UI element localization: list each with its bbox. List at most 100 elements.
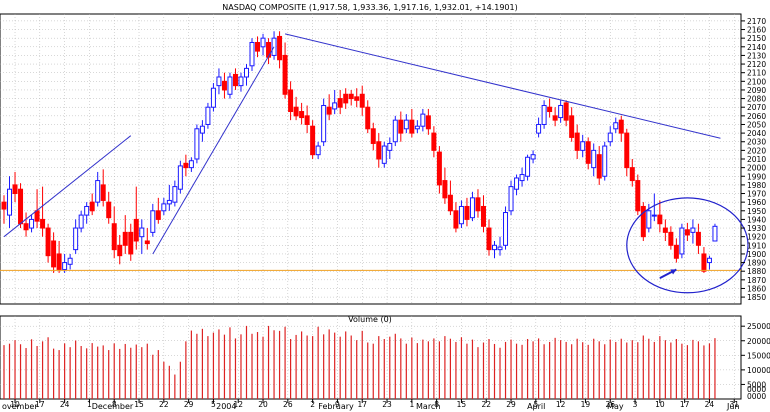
price-y-tick-label: 2000: [747, 164, 766, 173]
x-tick-label: 5: [211, 400, 216, 409]
price-grid: [0, 13, 742, 305]
candle-body: [607, 132, 613, 143]
price-y-tick-label: 2140: [747, 43, 766, 52]
x-month-label: March: [416, 402, 440, 411]
candle-body: [249, 41, 255, 67]
candle-body: [321, 104, 327, 143]
candle-body: [651, 214, 657, 217]
candle-body: [536, 123, 542, 134]
candle-body: [304, 115, 310, 125]
x-month-label: Jun: [726, 402, 740, 411]
x-tick-label: 26: [283, 400, 293, 409]
candle-body: [629, 167, 635, 182]
volume-frame: [0, 315, 742, 400]
x-tick-label: 1: [409, 400, 414, 409]
candle-body: [370, 128, 376, 144]
candle-body: [199, 125, 205, 134]
candle-body: [387, 142, 393, 151]
candle-body: [453, 210, 459, 229]
volume-y-tick-label: 0000: [747, 385, 766, 394]
candle-body: [260, 37, 266, 48]
x-tick-label: 17: [680, 400, 690, 409]
candle-body: [293, 106, 299, 117]
x-tick-label: 19: [581, 400, 591, 409]
candle-body: [569, 115, 575, 138]
x-tick-label: 12: [233, 400, 243, 409]
candle-body: [315, 145, 321, 156]
candle-body: [458, 205, 464, 225]
candle-body: [624, 132, 630, 169]
candle-body: [690, 227, 696, 233]
candle-body: [51, 240, 57, 268]
x-tick-label: 12: [556, 400, 566, 409]
x-month-label: ovember: [2, 402, 38, 411]
x-tick-label: 1: [87, 400, 92, 409]
candle-body: [497, 246, 503, 251]
candle-body: [161, 203, 167, 212]
candle-body: [684, 229, 690, 236]
volume-y-tick-label: 10000: [747, 366, 770, 375]
candle-body: [34, 210, 40, 222]
price-y-tick-label: 1990: [747, 172, 766, 181]
candle-body: [580, 141, 586, 151]
candle-body: [541, 104, 547, 125]
price-y-tick-label: 1960: [747, 198, 766, 207]
volume-y-tick-label: 15000: [747, 351, 770, 360]
candle-body: [596, 154, 602, 179]
candle-body: [492, 244, 498, 251]
price-y-tick-label: 1950: [747, 207, 766, 216]
price-y-tick-label: 2080: [747, 95, 766, 104]
candle-body: [62, 262, 68, 270]
candle-body: [29, 218, 35, 229]
candle-body: [232, 73, 238, 87]
candle-body: [442, 180, 448, 199]
x-tick-label: 8: [112, 400, 117, 409]
candle-body: [194, 128, 200, 160]
candle-body: [40, 218, 46, 229]
price-overlays: [0, 33, 749, 294]
candle-body: [111, 223, 117, 251]
x-tick-label: 26: [605, 400, 615, 409]
price-panel: 1850186018701880189019001910192019301940…: [0, 3, 766, 305]
candle-body: [106, 201, 112, 219]
candle-body: [18, 188, 24, 225]
x-month-label: February: [318, 402, 354, 411]
trendline: [284, 33, 721, 139]
trendline: [3, 135, 132, 238]
candle-body: [326, 106, 332, 115]
price-y-tick-label: 1920: [747, 233, 766, 242]
price-y-tick-label: 2020: [747, 146, 766, 155]
candle-body: [177, 165, 183, 190]
x-tick-label: 23: [382, 400, 392, 409]
price-y-tick-label: 2030: [747, 138, 766, 147]
candle-body: [486, 227, 492, 251]
candle-body: [227, 76, 233, 95]
price-y-tick-label: 2070: [747, 103, 766, 112]
candle-body: [255, 41, 261, 52]
x-tick-label: 5: [533, 400, 538, 409]
price-y-tick-label: 1930: [747, 224, 766, 233]
candle-body: [144, 240, 150, 245]
candle-body: [503, 212, 509, 246]
candle-body: [128, 231, 134, 255]
price-y-tick-label: 1890: [747, 259, 766, 268]
x-tick-label: 29: [506, 400, 516, 409]
candle-body: [45, 227, 51, 257]
price-y-tick-label: 2160: [747, 26, 766, 35]
x-tick-label: 22: [159, 400, 169, 409]
candle-body: [447, 194, 453, 212]
candle-body: [205, 106, 211, 125]
x-tick-label: 10: [10, 400, 20, 409]
candle-body: [591, 149, 597, 169]
candle-body: [73, 227, 79, 251]
x-tick-label: 20: [258, 400, 268, 409]
candle-body: [475, 197, 481, 212]
volume-y-tick-label: 25000: [747, 322, 770, 331]
price-y-tick-label: 1980: [747, 181, 766, 190]
x-tick-label: 22: [481, 400, 491, 409]
price-y-tick-label: 2130: [747, 51, 766, 60]
candle-body: [668, 231, 674, 246]
candle-body: [464, 205, 470, 220]
volume-title: Volume (0): [348, 315, 392, 324]
